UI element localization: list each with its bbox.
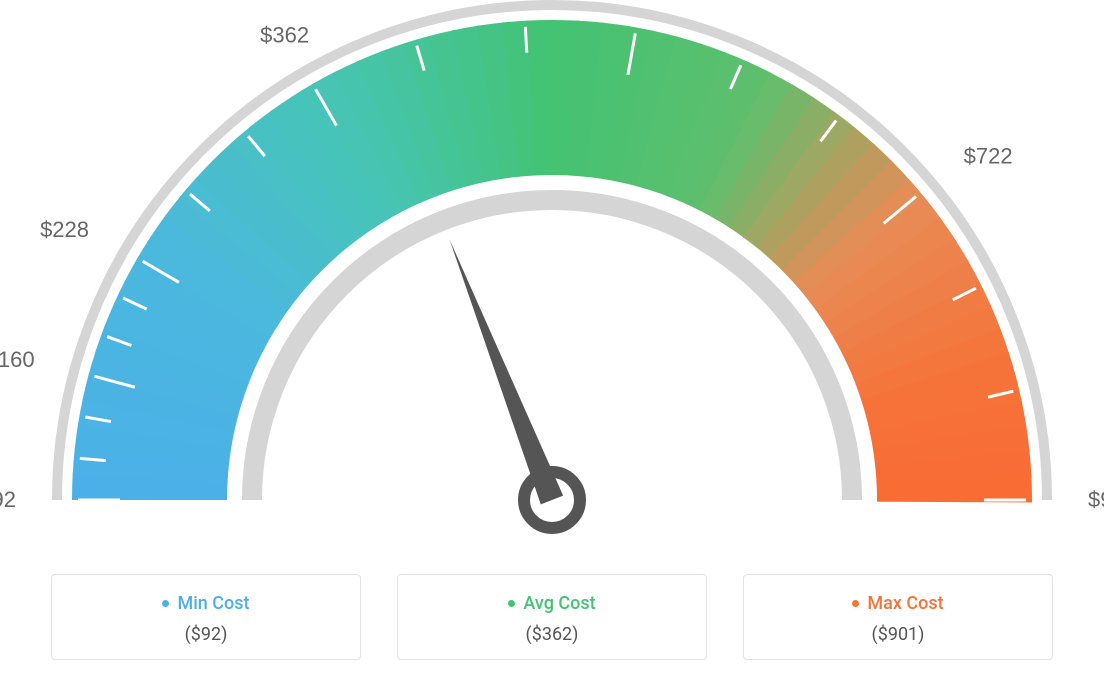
svg-text:$362: $362: [260, 22, 309, 47]
svg-text:$160: $160: [0, 347, 35, 372]
legend-avg-title: Avg Cost: [410, 593, 694, 614]
legend-item-avg: Avg Cost ($362): [397, 574, 707, 660]
gauge-svg: $92$160$228$362$542$722$901: [0, 0, 1104, 560]
legend-max-value: ($901): [756, 624, 1040, 645]
legend-row: Min Cost ($92) Avg Cost ($362) Max Cost …: [0, 574, 1104, 660]
legend-max-title: Max Cost: [756, 593, 1040, 614]
svg-text:$92: $92: [0, 487, 16, 512]
svg-text:$228: $228: [40, 217, 89, 242]
svg-text:$901: $901: [1088, 487, 1104, 512]
legend-min-title: Min Cost: [64, 593, 348, 614]
legend-avg-value: ($362): [410, 624, 694, 645]
gauge-chart: $92$160$228$362$542$722$901: [0, 0, 1104, 560]
legend-item-min: Min Cost ($92): [51, 574, 361, 660]
legend-item-max: Max Cost ($901): [743, 574, 1053, 660]
legend-min-value: ($92): [64, 624, 348, 645]
svg-text:$722: $722: [964, 144, 1013, 169]
